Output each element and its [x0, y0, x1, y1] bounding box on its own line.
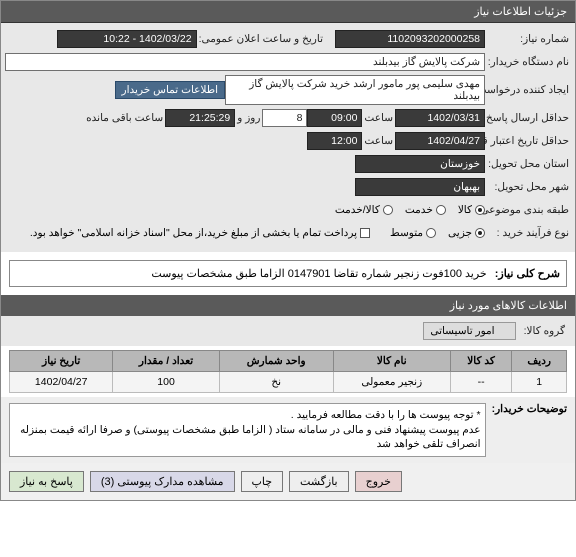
deadline-label: حداقل ارسال پاسخ: تا تاریخ: [485, 112, 571, 124]
td-date: 1402/04/27 [10, 372, 113, 393]
valid-label: حداقل تاریخ اعتبار قیمت: تا تاریخ: [485, 135, 571, 147]
items-table: ردیف کد کالا نام کالا واحد شمارش تعداد /… [9, 350, 567, 393]
buyer-notes-label: توضیحات خریدار: [492, 403, 567, 415]
th-date: تاریخ نیاز [10, 351, 113, 372]
radio-dot-icon [383, 205, 393, 215]
form-area: شماره نیاز: 1102093202000258 تاریخ و ساع… [1, 23, 575, 252]
time-label-2: ساعت [362, 135, 395, 147]
days-label: روز و [235, 112, 262, 124]
th-code: کد کالا [450, 351, 512, 372]
attachments-button[interactable]: مشاهده مدارک پیوستی (3) [90, 471, 235, 492]
back-button[interactable]: بازگشت [289, 471, 349, 492]
radio-goods[interactable]: کالا [458, 204, 485, 216]
province-label: استان محل تحویل: [485, 158, 571, 170]
radio-both-label: کالا/خدمت [335, 204, 380, 216]
creator-field: مهدی سلیمی پور مامور ارشد خرید شرکت پالا… [225, 75, 485, 105]
radio-dot-icon [426, 228, 436, 238]
city-label: شهر محل تحویل: [485, 181, 571, 193]
time-label-1: ساعت [362, 112, 395, 124]
radio-partial-label: جزیی [448, 227, 472, 239]
buyer-label: نام دستگاه خریدار: [485, 56, 571, 68]
valid-time-field: 12:00 [307, 132, 362, 150]
need-no-field: 1102093202000258 [335, 30, 485, 48]
section-header-details: جزئیات اطلاعات نیاز [1, 1, 575, 23]
th-qty: تعداد / مقدار [113, 351, 219, 372]
summary-text: خرید 100فوت زنجیر شماره تقاضا 0147901 ال… [151, 267, 486, 280]
group-select[interactable]: امور تاسیساتی [423, 322, 515, 340]
category-radio-group: کالا خدمت کالا/خدمت [335, 204, 485, 216]
td-name: زنجیر معمولی [333, 372, 450, 393]
respond-button[interactable]: پاسخ به نیاز [9, 471, 84, 492]
td-unit: نخ [219, 372, 333, 393]
deadline-date-field: 1402/03/31 [395, 109, 485, 127]
radio-goods-label: کالا [458, 204, 472, 216]
th-unit: واحد شمارش [219, 351, 333, 372]
remaining-label: ساعت باقی مانده [84, 112, 165, 124]
td-row: 1 [512, 372, 567, 393]
td-code: -- [450, 372, 512, 393]
button-bar: پاسخ به نیاز مشاهده مدارک پیوستی (3) چاپ… [1, 463, 575, 500]
table-header-row: ردیف کد کالا نام کالا واحد شمارش تعداد /… [10, 351, 567, 372]
valid-date-field: 1402/04/27 [395, 132, 485, 150]
th-name: نام کالا [333, 351, 450, 372]
radio-dot-icon [475, 228, 485, 238]
table-row[interactable]: 1 -- زنجیر معمولی نخ 100 1402/04/27 [10, 372, 567, 393]
group-label: گروه کالا: [522, 325, 567, 337]
items-header: اطلاعات کالاهای مورد نیاز [1, 295, 575, 316]
print-button[interactable]: چاپ [241, 471, 284, 492]
city-field: بهبهان [355, 178, 485, 196]
group-row: گروه کالا: امور تاسیساتی [1, 316, 575, 346]
payment-note-label: پرداخت تمام یا بخشی از مبلغ خرید،از محل … [30, 227, 357, 239]
buyer-field: شرکت پالایش گاز بیدبلند [5, 53, 485, 71]
radio-medium-label: متوسط [390, 227, 423, 239]
contact-info-link[interactable]: اطلاعات تماس خریدار [115, 81, 225, 99]
process-radio-group: جزیی متوسط [390, 227, 485, 239]
deadline-time-field: 09:00 [307, 109, 362, 127]
items-table-wrap: ردیف کد کالا نام کالا واحد شمارش تعداد /… [1, 346, 575, 397]
creator-label: ایجاد کننده درخواست: [485, 84, 571, 96]
days-field: 8 [262, 109, 307, 127]
process-label: نوع فرآیند خرید : [485, 227, 571, 239]
th-row: ردیف [512, 351, 567, 372]
payment-checkbox[interactable]: پرداخت تمام یا بخشی از مبلغ خرید،از محل … [30, 227, 370, 239]
buyer-notes-row: توضیحات خریدار: * توجه پیوست ها را با دق… [1, 397, 575, 463]
radio-service[interactable]: خدمت [405, 204, 446, 216]
category-label: طبقه بندی موضوعی: [485, 204, 571, 216]
radio-dot-icon [436, 205, 446, 215]
td-qty: 100 [113, 372, 219, 393]
countdown-field: 21:25:29 [165, 109, 235, 127]
checkbox-icon [360, 228, 370, 238]
radio-service-label: خدمت [405, 204, 433, 216]
pub-date-label: تاریخ و ساعت اعلان عمومی: [197, 33, 325, 45]
province-field: خوزستان [355, 155, 485, 173]
buyer-notes-box: * توجه پیوست ها را با دقت مطالعه فرمایید… [9, 403, 486, 457]
need-no-label: شماره نیاز: [485, 33, 571, 45]
pub-date-field: 1402/03/22 - 10:22 [57, 30, 197, 48]
radio-partial[interactable]: جزیی [448, 227, 485, 239]
summary-label: شرح کلی نیاز: [495, 267, 560, 280]
radio-dot-icon [475, 205, 485, 215]
radio-both[interactable]: کالا/خدمت [335, 204, 393, 216]
radio-medium[interactable]: متوسط [390, 227, 436, 239]
summary-box: شرح کلی نیاز: خرید 100فوت زنجیر شماره تق… [9, 260, 567, 287]
exit-button[interactable]: خروج [355, 471, 402, 492]
